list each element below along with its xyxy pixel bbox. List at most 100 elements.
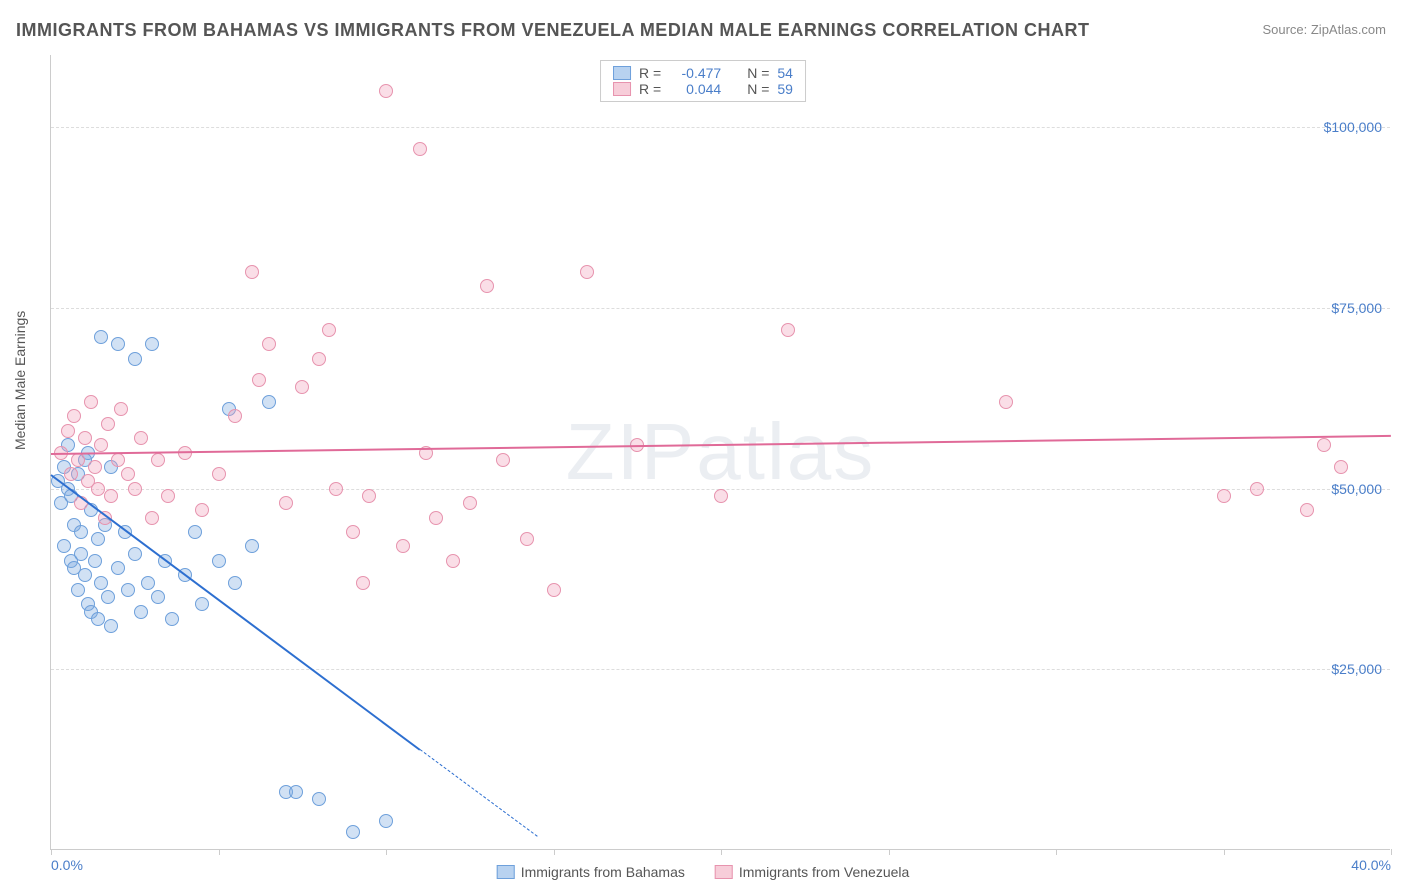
- data-point: [165, 612, 179, 626]
- data-point: [195, 503, 209, 517]
- trend-line: [51, 434, 1391, 454]
- y-tick-label: $25,000: [1331, 661, 1382, 677]
- x-tick: [51, 849, 52, 855]
- data-point: [111, 561, 125, 575]
- legend-label: Immigrants from Venezuela: [739, 864, 909, 880]
- data-point: [520, 532, 534, 546]
- chart-plot-area: ZIPatlas $25,000$50,000$75,000$100,0000.…: [50, 55, 1390, 850]
- data-point: [212, 467, 226, 481]
- data-point: [67, 409, 81, 423]
- x-tick: [889, 849, 890, 855]
- x-tick: [1224, 849, 1225, 855]
- legend-item: Immigrants from Venezuela: [715, 864, 909, 880]
- data-point: [1334, 460, 1348, 474]
- data-point: [121, 467, 135, 481]
- data-point: [413, 142, 427, 156]
- data-point: [245, 539, 259, 553]
- x-tick: [554, 849, 555, 855]
- data-point: [101, 590, 115, 604]
- legend-swatch: [613, 66, 631, 80]
- source-link[interactable]: ZipAtlas.com: [1311, 22, 1386, 37]
- data-point: [289, 785, 303, 799]
- data-point: [78, 431, 92, 445]
- data-point: [279, 496, 293, 510]
- data-point: [91, 532, 105, 546]
- data-point: [1217, 489, 1231, 503]
- r-label: R =: [639, 81, 661, 97]
- data-point: [74, 547, 88, 561]
- data-point: [322, 323, 336, 337]
- data-point: [396, 539, 410, 553]
- data-point: [128, 547, 142, 561]
- data-point: [145, 337, 159, 351]
- data-point: [429, 511, 443, 525]
- data-point: [161, 489, 175, 503]
- n-value: 54: [777, 65, 793, 81]
- data-point: [580, 265, 594, 279]
- n-label: N =: [747, 81, 769, 97]
- r-label: R =: [639, 65, 661, 81]
- legend-swatch: [613, 82, 631, 96]
- trend-line: [50, 474, 420, 750]
- data-point: [188, 525, 202, 539]
- x-tick: [386, 849, 387, 855]
- legend-item: Immigrants from Bahamas: [497, 864, 685, 880]
- x-tick: [219, 849, 220, 855]
- data-point: [295, 380, 309, 394]
- y-tick-label: $75,000: [1331, 300, 1382, 316]
- x-tick: [1391, 849, 1392, 855]
- n-value: 59: [777, 81, 793, 97]
- data-point: [151, 590, 165, 604]
- data-point: [480, 279, 494, 293]
- data-point: [151, 453, 165, 467]
- data-point: [134, 431, 148, 445]
- data-point: [496, 453, 510, 467]
- x-tick-label: 0.0%: [51, 857, 83, 873]
- data-point: [212, 554, 226, 568]
- x-tick: [721, 849, 722, 855]
- data-point: [1300, 503, 1314, 517]
- trend-line: [419, 749, 537, 837]
- chart-title: IMMIGRANTS FROM BAHAMAS VS IMMIGRANTS FR…: [16, 20, 1089, 41]
- n-label: N =: [747, 65, 769, 81]
- data-point: [121, 583, 135, 597]
- data-point: [128, 352, 142, 366]
- y-tick-label: $100,000: [1324, 119, 1382, 135]
- data-point: [114, 402, 128, 416]
- data-point: [781, 323, 795, 337]
- r-value: 0.044: [669, 81, 721, 97]
- data-point: [346, 825, 360, 839]
- data-point: [463, 496, 477, 510]
- data-point: [94, 330, 108, 344]
- gridline: [51, 669, 1390, 670]
- legend-row: R = 0.044 N = 59: [613, 81, 793, 97]
- data-point: [71, 583, 85, 597]
- data-point: [104, 619, 118, 633]
- data-point: [134, 605, 148, 619]
- r-value: -0.477: [669, 65, 721, 81]
- data-point: [312, 352, 326, 366]
- data-point: [74, 525, 88, 539]
- data-point: [346, 525, 360, 539]
- data-point: [91, 482, 105, 496]
- data-point: [78, 568, 92, 582]
- data-point: [379, 84, 393, 98]
- data-point: [999, 395, 1013, 409]
- correlation-legend: R = -0.477 N = 54 R = 0.044 N = 59: [600, 60, 806, 102]
- x-tick: [1056, 849, 1057, 855]
- data-point: [101, 417, 115, 431]
- data-point: [356, 576, 370, 590]
- gridline: [51, 308, 1390, 309]
- legend-swatch: [715, 865, 733, 879]
- data-point: [379, 814, 393, 828]
- data-point: [94, 576, 108, 590]
- data-point: [228, 409, 242, 423]
- data-point: [446, 554, 460, 568]
- data-point: [262, 395, 276, 409]
- data-point: [128, 482, 142, 496]
- data-point: [64, 467, 78, 481]
- legend-swatch: [497, 865, 515, 879]
- data-point: [714, 489, 728, 503]
- data-point: [547, 583, 561, 597]
- data-point: [71, 453, 85, 467]
